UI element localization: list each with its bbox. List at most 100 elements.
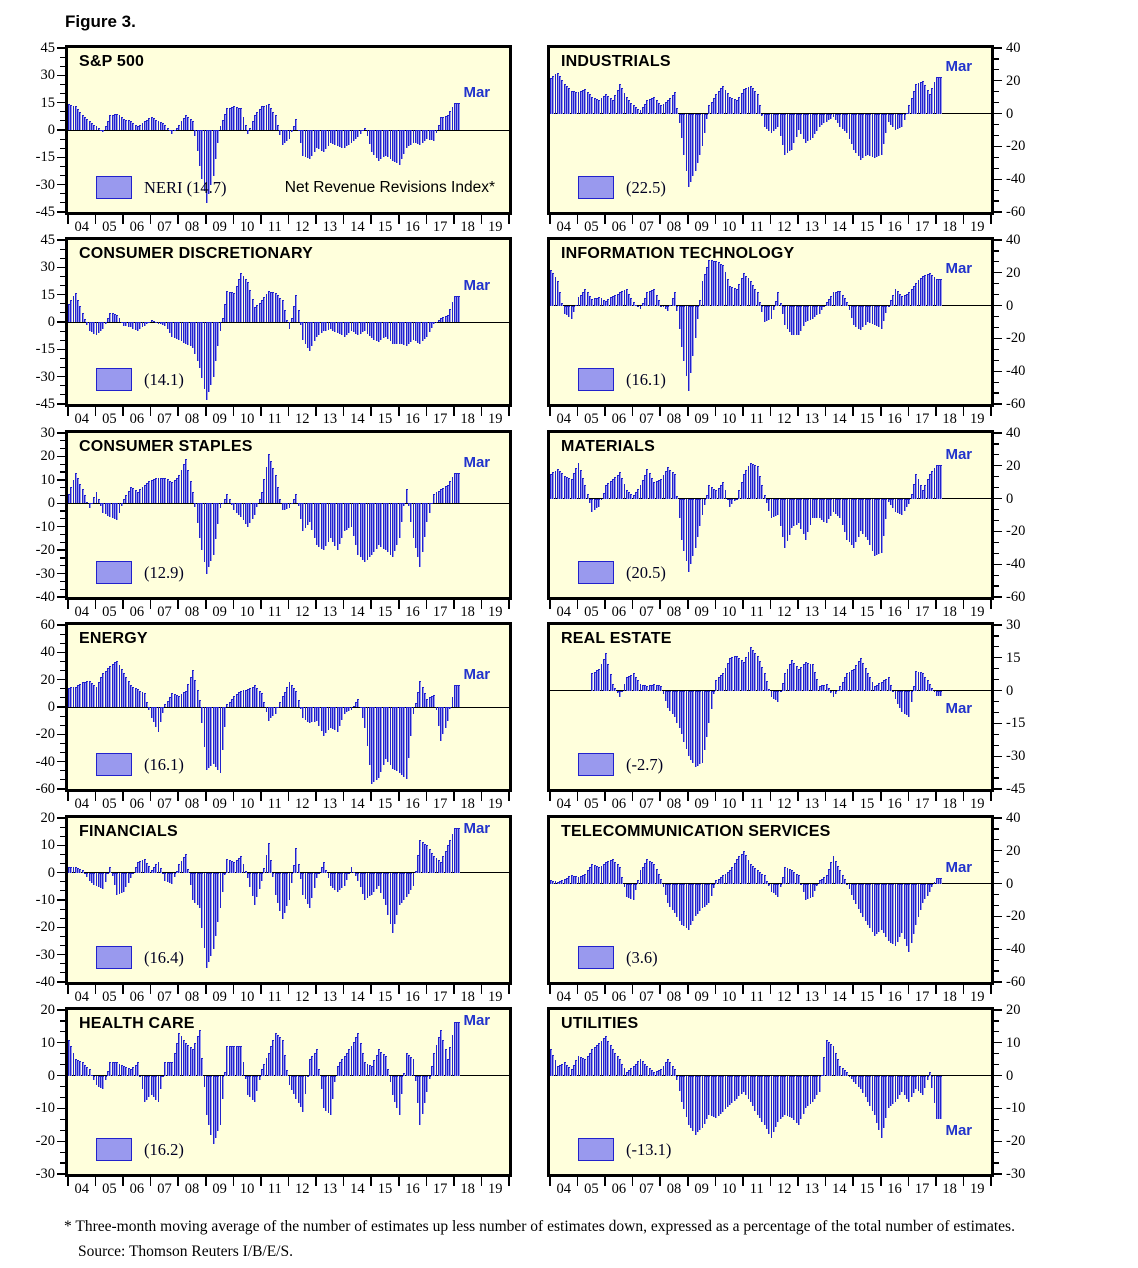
bar bbox=[371, 130, 374, 152]
bar bbox=[281, 130, 284, 145]
bar bbox=[272, 292, 275, 322]
x-year-tick bbox=[659, 407, 662, 416]
bar bbox=[221, 872, 224, 892]
bar bbox=[928, 474, 931, 499]
x-year-tick bbox=[631, 407, 634, 416]
legend-value-label: (20.5) bbox=[626, 563, 666, 582]
bar bbox=[446, 115, 449, 130]
bar bbox=[382, 322, 385, 339]
bar bbox=[572, 305, 575, 312]
y-tick-label: 20 bbox=[40, 671, 56, 688]
y-minor-tick bbox=[60, 917, 65, 919]
bar bbox=[662, 475, 665, 499]
bar bbox=[403, 503, 406, 506]
x-year-tick bbox=[205, 600, 207, 609]
bar bbox=[568, 477, 571, 499]
bar bbox=[788, 498, 791, 535]
bar bbox=[226, 108, 229, 130]
x-year-label: 05 bbox=[584, 1181, 599, 1197]
bar bbox=[109, 666, 112, 707]
bar bbox=[86, 322, 89, 326]
bar bbox=[848, 305, 851, 310]
bar bbox=[579, 294, 582, 306]
bar bbox=[159, 322, 162, 325]
x-year-tick bbox=[149, 407, 152, 416]
bar bbox=[198, 130, 201, 167]
bar bbox=[256, 503, 259, 508]
y-minor-tick bbox=[994, 937, 999, 939]
bar bbox=[334, 1075, 337, 1083]
bar bbox=[81, 489, 84, 504]
panel-s-p-500: S&P 500 Mar NERI (14.7) Net Revenue Revisio… bbox=[36, 41, 512, 241]
bar bbox=[242, 275, 245, 322]
y-major-tick bbox=[57, 926, 65, 929]
bar bbox=[791, 305, 794, 336]
bar bbox=[919, 484, 922, 499]
x-year-label: 12 bbox=[777, 411, 792, 427]
bar bbox=[804, 305, 807, 322]
y-minor-tick bbox=[60, 541, 65, 543]
bar bbox=[295, 294, 298, 322]
bar bbox=[182, 692, 185, 707]
bar bbox=[775, 498, 777, 517]
bar bbox=[731, 287, 734, 306]
bar bbox=[719, 484, 722, 499]
bar bbox=[368, 322, 371, 336]
bar bbox=[903, 294, 906, 306]
bar bbox=[329, 503, 332, 539]
bar bbox=[396, 130, 399, 164]
bar bbox=[325, 322, 328, 331]
bar bbox=[196, 322, 199, 361]
bar bbox=[394, 130, 397, 163]
bar bbox=[187, 683, 190, 707]
x-year-tick bbox=[508, 407, 510, 416]
x-year-tick bbox=[425, 407, 428, 416]
legend-swatch bbox=[96, 561, 132, 584]
bar bbox=[899, 498, 902, 514]
x-year-label: 17 bbox=[432, 604, 448, 620]
bar bbox=[68, 303, 70, 322]
bar bbox=[915, 84, 918, 114]
bar bbox=[398, 130, 401, 165]
y-tick-label: -20 bbox=[35, 726, 55, 743]
bar bbox=[697, 498, 699, 537]
bar bbox=[247, 689, 250, 707]
bar bbox=[586, 494, 589, 499]
bar bbox=[258, 690, 261, 707]
bar bbox=[736, 289, 738, 306]
y-tick-label: 10 bbox=[40, 471, 56, 488]
bar bbox=[116, 113, 119, 130]
bar bbox=[550, 77, 552, 114]
x-year-label: 13 bbox=[322, 411, 338, 427]
bar bbox=[922, 80, 924, 114]
bar bbox=[283, 130, 286, 143]
bar bbox=[694, 305, 697, 339]
bar bbox=[584, 89, 587, 114]
bar bbox=[231, 106, 233, 130]
bar bbox=[458, 827, 461, 873]
y-minor-tick bbox=[994, 348, 999, 350]
bar bbox=[215, 322, 217, 362]
bar bbox=[685, 113, 688, 171]
bar bbox=[267, 104, 270, 130]
bar bbox=[345, 322, 348, 335]
x-year-tick bbox=[549, 215, 551, 224]
y-tick-label: 45 bbox=[40, 232, 56, 248]
bar bbox=[320, 707, 323, 731]
y-minor-tick bbox=[60, 202, 65, 204]
bar bbox=[637, 305, 640, 307]
bar bbox=[793, 305, 796, 336]
x-year-tick bbox=[453, 600, 455, 609]
bar bbox=[768, 113, 771, 132]
panel-consumer-discretionary: CONSUMER DISCRETIONARY Mar (14.1) 45 30 15 0 -1… bbox=[36, 233, 512, 433]
legend-swatch bbox=[578, 368, 614, 391]
bar bbox=[233, 696, 236, 707]
plot-area: INDUSTRIALS Mar (22.5) bbox=[547, 45, 994, 215]
bar bbox=[683, 113, 686, 155]
y-major-tick bbox=[57, 733, 65, 736]
bar bbox=[814, 305, 817, 318]
x-year-label: 13 bbox=[322, 796, 338, 812]
x-year-tick bbox=[935, 407, 937, 416]
bar bbox=[74, 292, 77, 322]
x-year-label: 10 bbox=[239, 604, 255, 620]
